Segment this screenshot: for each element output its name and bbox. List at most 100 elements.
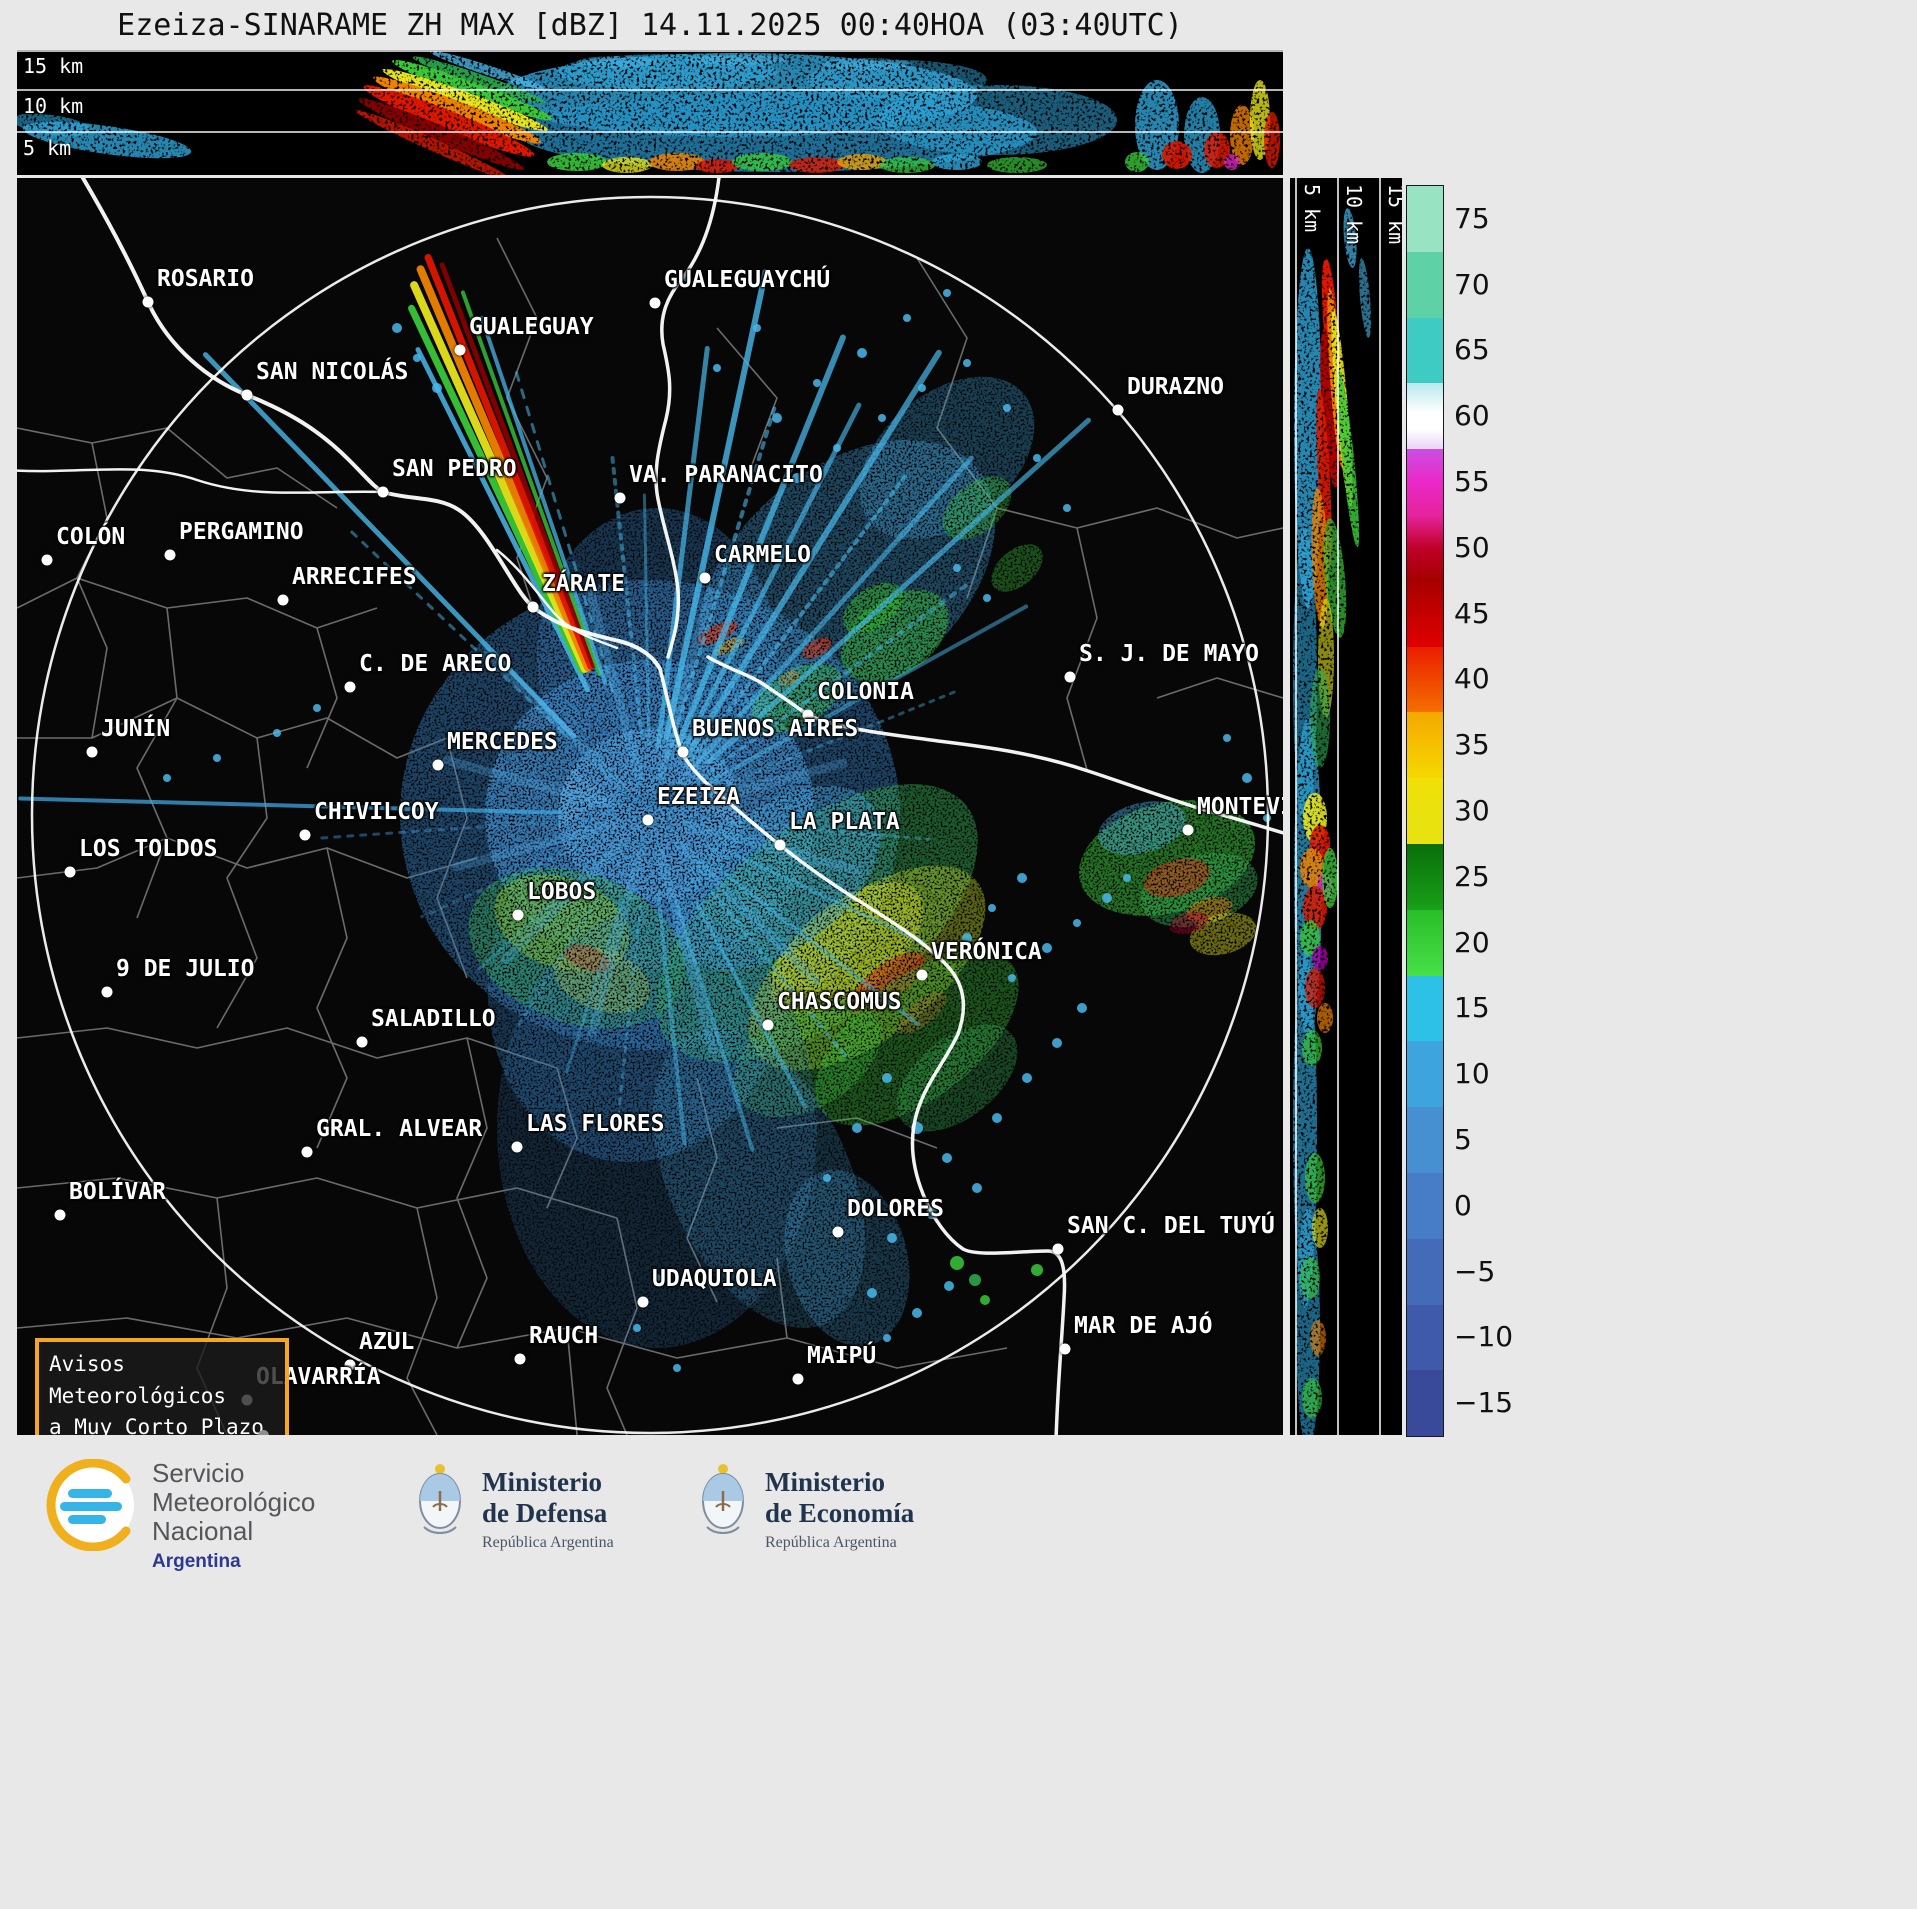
echo-spoke (482, 647, 627, 792)
echo-dot (867, 1288, 877, 1298)
echo-spoke (677, 402, 862, 760)
cross-section-top-panel: 15 km 10 km 5 km (17, 50, 1283, 175)
city-label-buenos-aires: BUENOS AIRES (692, 716, 859, 742)
defensa-logo-block: Ministerio de Defensa República Argentin… (414, 1461, 614, 1552)
echo-spoke (696, 583, 968, 782)
city-label-gualeguay: GUALEGUAY (469, 314, 594, 340)
warning-box[interactable]: Avisos Meteorológicos a Muy Corto Plazo (35, 1338, 289, 1435)
economia-logo-text: Ministerio de Economía República Argenti… (765, 1461, 914, 1552)
echo-spoke (460, 290, 602, 676)
city-dot-san-c-del-tuyu (1052, 1243, 1064, 1255)
cross-section-right-plot (1293, 178, 1381, 1435)
height-label: 15 km (1384, 184, 1402, 245)
echo-dot (792, 473, 802, 483)
city-label-las-flores: LAS FLORES (526, 1111, 665, 1137)
city-label-gral-alvear: GRAL. ALVEAR (316, 1116, 483, 1142)
echo-spoke (684, 820, 863, 876)
echo-spoke (202, 352, 577, 739)
echo-spoke (319, 819, 562, 840)
echo-spoke (684, 469, 911, 770)
city-dot-colonia (802, 709, 814, 721)
city-dot-dolores (832, 1226, 844, 1238)
smn-name-line3: Nacional (152, 1516, 254, 1547)
city-label-colonia: COLONIA (817, 679, 914, 705)
colorbar-segment (1407, 1041, 1443, 1108)
xsec-echo (695, 159, 739, 173)
city-dot-las-flores (511, 1141, 523, 1153)
economia-sub-label: República Argentina (765, 1534, 897, 1552)
echo-patch (784, 1169, 910, 1347)
echo-dot (753, 324, 761, 332)
echo-spoke (690, 455, 974, 770)
colorbar-tick: −15 (1454, 1386, 1514, 1420)
footer: Servicio Meteorológico Nacional Argentin… (0, 1435, 1917, 1909)
city-dot-s-j-de-mayo (1064, 671, 1076, 683)
city-label-9-de-julio: 9 DE JULIO (116, 956, 255, 982)
xsec-echo (358, 98, 524, 170)
city-label-montevideo: MONTEVIDEO (1197, 794, 1283, 820)
city-dot-colon (41, 554, 53, 566)
echo-dot (972, 1183, 982, 1193)
city-dot-zarate (527, 601, 539, 613)
echo-patch (1169, 912, 1209, 934)
echo-spoke (416, 265, 592, 672)
colorbar-segment (1407, 1172, 1443, 1239)
colorbar-tick: 40 (1454, 662, 1490, 696)
colorbar-segment (1407, 1107, 1443, 1173)
city-dot-maipu (792, 1373, 804, 1385)
echo-dot (1063, 504, 1071, 512)
city-label-colon: COLÓN (56, 524, 126, 550)
city-label-ezeiza: EZEIZA (657, 784, 741, 810)
colorbar-segment (1407, 580, 1443, 647)
coat-of-arms-icon (419, 1464, 461, 1534)
city-dot-rosario (142, 296, 154, 308)
echo-dot (1022, 1073, 1032, 1083)
dimmed-city-dot (258, 1429, 269, 1435)
city-label-carmelo: CARMELO (714, 542, 811, 568)
economia-name-line2: de Economía (765, 1498, 915, 1529)
city-dot-gral-alvear (301, 1146, 313, 1158)
xsec-echo (649, 153, 705, 171)
city-dot-montevideo (1182, 824, 1194, 836)
echo-dot (1033, 454, 1041, 462)
xsec-echo (382, 68, 548, 132)
echo-dot (988, 904, 996, 912)
defensa-logo-text: Ministerio de Defensa República Argentin… (482, 1461, 614, 1552)
xsec-echo (547, 153, 607, 171)
city-dot-9-de-julio (101, 986, 113, 998)
xsec-echo (1224, 154, 1240, 170)
cross-section-top-plot (17, 50, 1283, 175)
echo-spoke (704, 689, 958, 795)
smn-name-line1: Servicio (152, 1458, 245, 1488)
echo-spoke (663, 269, 769, 740)
xsec-echo (1300, 920, 1320, 956)
xsec-echo (355, 109, 511, 175)
city-dot-gualeguaychu (649, 297, 661, 309)
echo-spoke (477, 873, 585, 971)
echo-spoke (656, 346, 710, 749)
colorbar-segment (1407, 909, 1443, 976)
colorbar-tick: 75 (1454, 201, 1490, 235)
echo-spoke (500, 838, 627, 965)
city-label-veronica: VERÓNICA (931, 939, 1042, 965)
city-label-pergamino: PERGAMINO (179, 519, 304, 545)
city-label-mar-de-ajo: MAR DE AJÓ (1074, 1313, 1213, 1339)
city-label-mercedes: MERCEDES (447, 729, 558, 755)
smn-logo-icon (46, 1459, 134, 1551)
echo-dot (1223, 734, 1231, 742)
coat-of-arms-icon (702, 1464, 744, 1534)
echo-dot (653, 1274, 661, 1282)
colorbar-segment (1407, 843, 1443, 910)
echo-spoke (694, 901, 807, 1109)
xsec-echo (1310, 668, 1330, 768)
city-label-chascomus: CHASCOMUS (777, 989, 902, 1015)
echo-spoke (516, 898, 599, 1029)
echo-spoke (415, 347, 591, 693)
echo-dot (953, 564, 961, 572)
echo-dot (963, 359, 971, 367)
city-dot-arrecifes (277, 594, 289, 606)
echo-spoke (656, 892, 687, 1146)
smn-country-label: Argentina (152, 1551, 241, 1573)
city-label-saladillo: SALADILLO (371, 1006, 496, 1032)
